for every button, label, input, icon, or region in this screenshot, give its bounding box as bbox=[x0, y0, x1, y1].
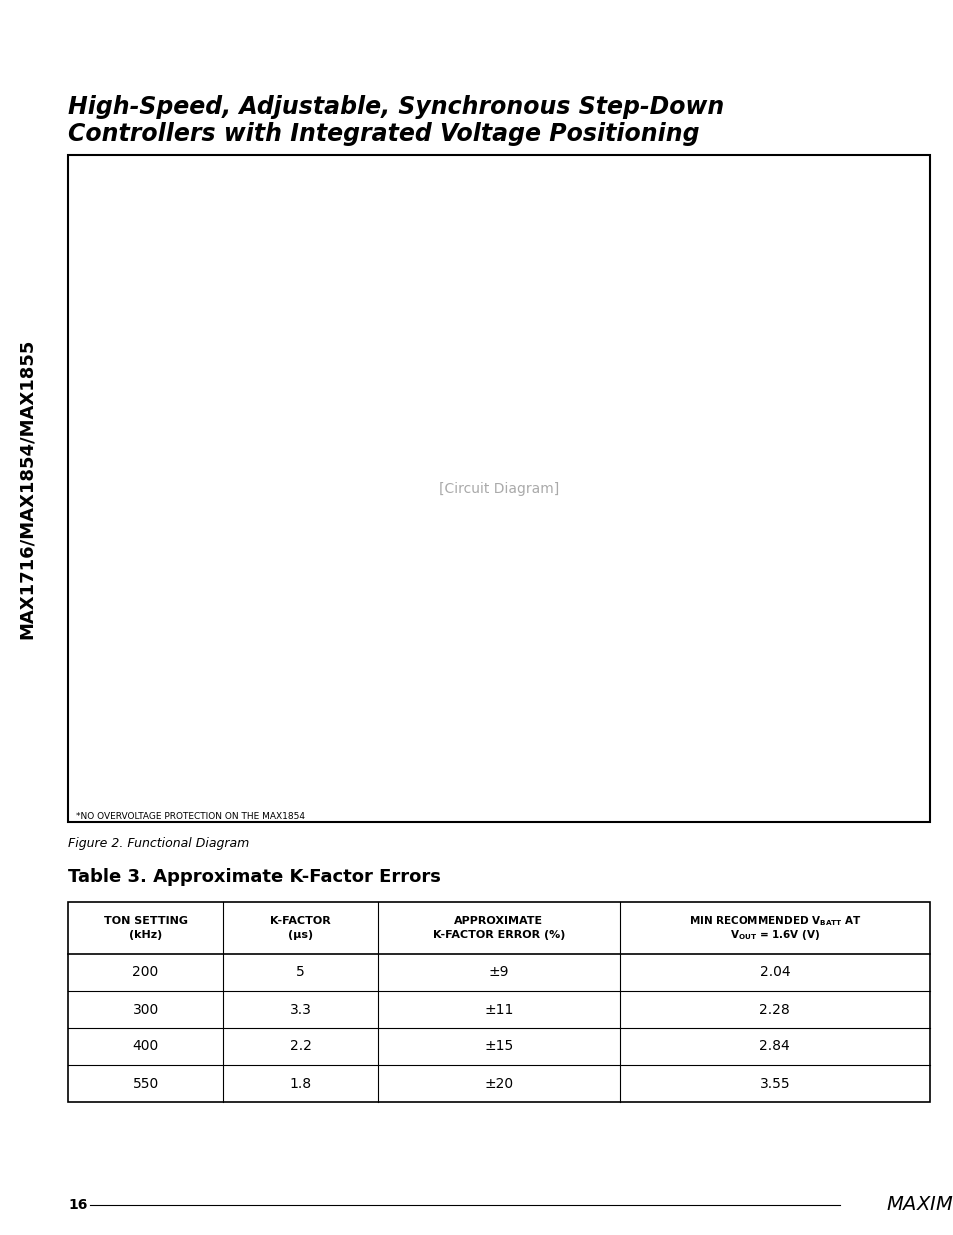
Text: 400: 400 bbox=[132, 1040, 158, 1053]
Text: 300: 300 bbox=[132, 1003, 158, 1016]
Text: Controllers with Integrated Voltage Positioning: Controllers with Integrated Voltage Posi… bbox=[68, 122, 699, 146]
Text: 16: 16 bbox=[68, 1198, 88, 1212]
Text: K-FACTOR: K-FACTOR bbox=[270, 916, 331, 926]
Text: 3.3: 3.3 bbox=[290, 1003, 312, 1016]
Text: APPROXIMATE: APPROXIMATE bbox=[454, 916, 543, 926]
Text: (μs): (μs) bbox=[288, 930, 313, 941]
Bar bbox=[68, 156, 929, 823]
Text: MIN RECOMMENDED $\mathregular{V_{BATT}}$ AT: MIN RECOMMENDED $\mathregular{V_{BATT}}$… bbox=[688, 915, 861, 929]
Text: 5: 5 bbox=[296, 966, 305, 979]
Text: High-Speed, Adjustable, Synchronous Step-Down: High-Speed, Adjustable, Synchronous Step… bbox=[68, 95, 723, 119]
Text: 550: 550 bbox=[132, 1077, 158, 1091]
Text: TON SETTING: TON SETTING bbox=[104, 916, 188, 926]
Text: 200: 200 bbox=[132, 966, 158, 979]
Text: MAX1716/MAX1854/MAX1855: MAX1716/MAX1854/MAX1855 bbox=[18, 338, 36, 638]
Text: [Circuit Diagram]: [Circuit Diagram] bbox=[438, 482, 558, 495]
Text: 1.8: 1.8 bbox=[290, 1077, 312, 1091]
Text: 3.55: 3.55 bbox=[759, 1077, 789, 1091]
Text: Table 3. Approximate K-Factor Errors: Table 3. Approximate K-Factor Errors bbox=[68, 868, 440, 885]
Text: K-FACTOR ERROR (%): K-FACTOR ERROR (%) bbox=[433, 930, 564, 941]
Text: $\mathit{MAXIM}$: $\mathit{MAXIM}$ bbox=[885, 1195, 953, 1214]
Text: 2.04: 2.04 bbox=[759, 966, 789, 979]
Bar bbox=[68, 902, 929, 1102]
Text: $\mathregular{V_{OUT}}$ = 1.6V (V): $\mathregular{V_{OUT}}$ = 1.6V (V) bbox=[729, 929, 819, 942]
Text: ±11: ±11 bbox=[484, 1003, 513, 1016]
Text: ±15: ±15 bbox=[484, 1040, 513, 1053]
Text: (kHz): (kHz) bbox=[129, 930, 162, 941]
Text: Figure 2. Functional Diagram: Figure 2. Functional Diagram bbox=[68, 837, 249, 850]
Text: 2.84: 2.84 bbox=[759, 1040, 789, 1053]
Text: 2.28: 2.28 bbox=[759, 1003, 789, 1016]
Text: *NO OVERVOLTAGE PROTECTION ON THE MAX1854: *NO OVERVOLTAGE PROTECTION ON THE MAX185… bbox=[76, 811, 305, 821]
Text: ±9: ±9 bbox=[488, 966, 509, 979]
Text: ±20: ±20 bbox=[484, 1077, 513, 1091]
Text: 2.2: 2.2 bbox=[290, 1040, 312, 1053]
